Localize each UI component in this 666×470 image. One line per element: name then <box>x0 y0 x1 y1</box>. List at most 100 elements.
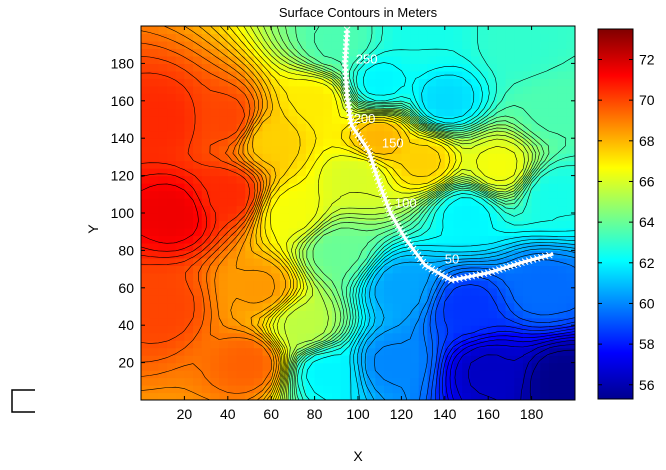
surface-cell <box>427 257 437 266</box>
surface-cell <box>167 55 177 64</box>
surface-cell <box>253 160 264 169</box>
surface-cell <box>522 100 533 109</box>
surface-cell <box>375 70 385 79</box>
surface-cell <box>470 145 481 154</box>
surface-cell <box>375 33 385 42</box>
surface-cell <box>184 332 194 341</box>
surface-cell <box>227 220 238 229</box>
surface-cell <box>514 317 524 326</box>
surface-cell <box>540 317 550 326</box>
surface-cell <box>470 153 481 162</box>
surface-cell <box>141 370 151 379</box>
surface-cell <box>323 385 333 394</box>
surface-cell <box>297 310 307 319</box>
surface-cell <box>201 168 212 177</box>
surface-cell <box>167 48 177 57</box>
surface-cell <box>288 160 298 169</box>
surface-cell <box>253 257 264 266</box>
surface-cell <box>392 115 402 124</box>
surface-cell <box>531 160 541 169</box>
surface-cell <box>496 377 507 386</box>
surface-cell <box>253 265 264 274</box>
surface-cell <box>297 153 307 162</box>
surface-cell <box>331 93 342 102</box>
surface-cell <box>323 295 333 304</box>
surface-cell <box>557 302 567 311</box>
surface-cell <box>444 85 455 94</box>
surface-cell <box>548 108 559 117</box>
surface-cell <box>488 272 498 281</box>
surface-cell <box>557 26 567 35</box>
surface-cell <box>384 115 394 124</box>
surface-cell <box>401 70 411 79</box>
surface-cell <box>288 115 298 124</box>
surface-cell <box>253 370 264 379</box>
surface-cell <box>288 355 298 364</box>
surface-cell <box>184 317 194 326</box>
surface-cell <box>436 220 446 229</box>
surface-cell <box>158 100 168 109</box>
surface-cell <box>141 115 151 124</box>
surface-cell <box>462 370 472 379</box>
surface-cell <box>193 100 203 109</box>
surface-cell <box>167 33 177 42</box>
surface-cell <box>557 377 567 386</box>
surface-cell <box>453 55 463 64</box>
surface-cell <box>548 48 559 57</box>
surface-cell <box>193 85 203 94</box>
surface-cell <box>366 55 376 64</box>
surface-cell <box>167 265 177 274</box>
surface-cell <box>201 190 212 199</box>
surface-cell <box>462 78 472 87</box>
surface-cell <box>557 130 567 139</box>
surface-cell <box>531 385 541 394</box>
surface-cell <box>540 130 550 139</box>
surface-cell <box>436 55 446 64</box>
surface-cell <box>184 385 194 394</box>
surface-cell <box>366 115 376 124</box>
surface-cell <box>392 295 402 304</box>
surface-cell <box>566 123 575 132</box>
surface-cell <box>245 272 255 281</box>
surface-cell <box>566 340 575 349</box>
surface-cell <box>210 123 220 132</box>
surface-cell <box>245 287 255 296</box>
surface-cell <box>262 26 272 35</box>
surface-cell <box>470 130 481 139</box>
surface-cell <box>184 85 194 94</box>
surface-cell <box>201 153 212 162</box>
surface-cell <box>427 317 437 326</box>
surface-cell <box>548 70 559 79</box>
surface-cell <box>436 108 446 117</box>
surface-cell <box>418 340 429 349</box>
surface-cell <box>349 40 359 50</box>
surface-cell <box>253 242 264 251</box>
surface-cell <box>236 272 246 281</box>
surface-cell <box>158 63 168 72</box>
surface-cell <box>314 227 324 237</box>
surface-cell <box>236 385 246 394</box>
surface-cell <box>279 347 290 356</box>
surface-cell <box>149 85 159 94</box>
surface-cell <box>427 153 437 162</box>
surface-cell <box>557 153 567 162</box>
surface-cell <box>340 130 350 139</box>
surface-cell <box>462 198 472 207</box>
surface-cell <box>358 160 368 169</box>
surface-cell <box>375 198 385 207</box>
surface-cell <box>305 40 316 50</box>
surface-cell <box>323 160 333 169</box>
surface-cell <box>358 280 368 289</box>
surface-cell <box>366 370 376 379</box>
surface-cell <box>253 48 264 57</box>
surface-cell <box>297 325 307 334</box>
surface-cell <box>193 123 203 132</box>
surface-cell <box>236 183 246 192</box>
surface-cell <box>305 168 316 177</box>
surface-cell <box>401 48 411 57</box>
surface-cell <box>522 265 533 274</box>
surface-cell <box>262 40 272 50</box>
surface-cell <box>288 108 298 117</box>
surface-cell <box>210 392 220 400</box>
surface-cell <box>557 78 567 87</box>
